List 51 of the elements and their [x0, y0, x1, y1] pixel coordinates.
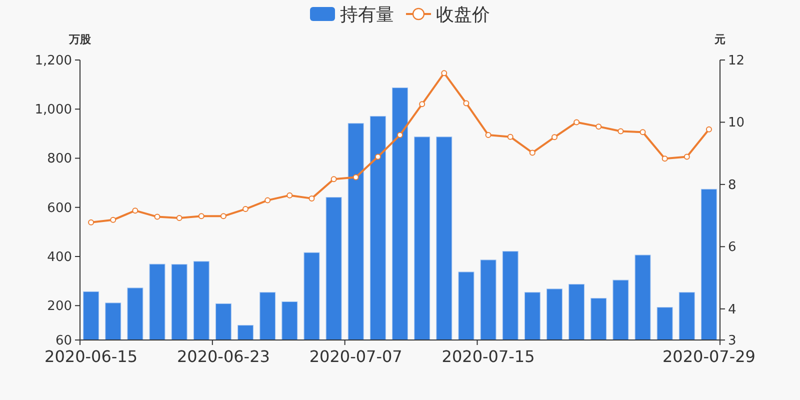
point [485, 132, 492, 138]
y-tick-label: 600 [47, 200, 72, 216]
point [132, 208, 138, 214]
point [706, 126, 712, 132]
x-tick-label: 2020-06-15 [44, 347, 138, 366]
point [154, 214, 160, 220]
point [529, 150, 536, 156]
y2-tick-label: 10 [728, 116, 745, 131]
y-tick-label: 1,200 [34, 54, 72, 68]
point [441, 70, 448, 76]
x-tick-label: 2020-07-29 [662, 347, 756, 366]
x-tick-label: 2020-07-15 [442, 347, 535, 366]
point [330, 176, 337, 182]
y2-tick-label: 8 [728, 178, 736, 193]
point [264, 197, 271, 204]
legend-label: 收盘价 [436, 4, 490, 26]
y2-tick-label: 3 [728, 334, 736, 348]
y2-tick-label: 6 [728, 240, 736, 256]
point [640, 129, 646, 136]
y-tick-label: 200 [47, 299, 72, 314]
point [618, 128, 624, 134]
point [463, 100, 470, 106]
point [574, 119, 580, 126]
legend-label: 持有量 [340, 4, 394, 26]
point [176, 215, 182, 222]
point [308, 195, 315, 202]
point [88, 219, 94, 226]
y-tick-label: 60 [55, 334, 72, 348]
x-tick-label: 2020-07-07 [309, 347, 402, 366]
point [397, 132, 403, 138]
point [419, 101, 426, 108]
point [242, 206, 249, 212]
point [374, 154, 381, 160]
point [352, 174, 359, 180]
point [110, 216, 116, 223]
point [507, 134, 514, 140]
y2-tick-label: 12 [728, 54, 745, 68]
y-axis-title: 万股 [68, 33, 92, 46]
point [596, 124, 602, 130]
point [220, 213, 226, 220]
point [662, 156, 668, 162]
x-tick-label: 2020-06-23 [176, 347, 270, 366]
y-tick-label: 800 [47, 152, 72, 167]
point [684, 154, 690, 160]
point [286, 192, 293, 198]
point [198, 213, 204, 220]
y-tick-label: 400 [47, 250, 72, 265]
y2-axis-title: 元 [714, 33, 726, 46]
point [551, 134, 558, 140]
y-tick-label: 1,000 [34, 102, 72, 118]
y2-tick-label: 4 [728, 302, 736, 318]
